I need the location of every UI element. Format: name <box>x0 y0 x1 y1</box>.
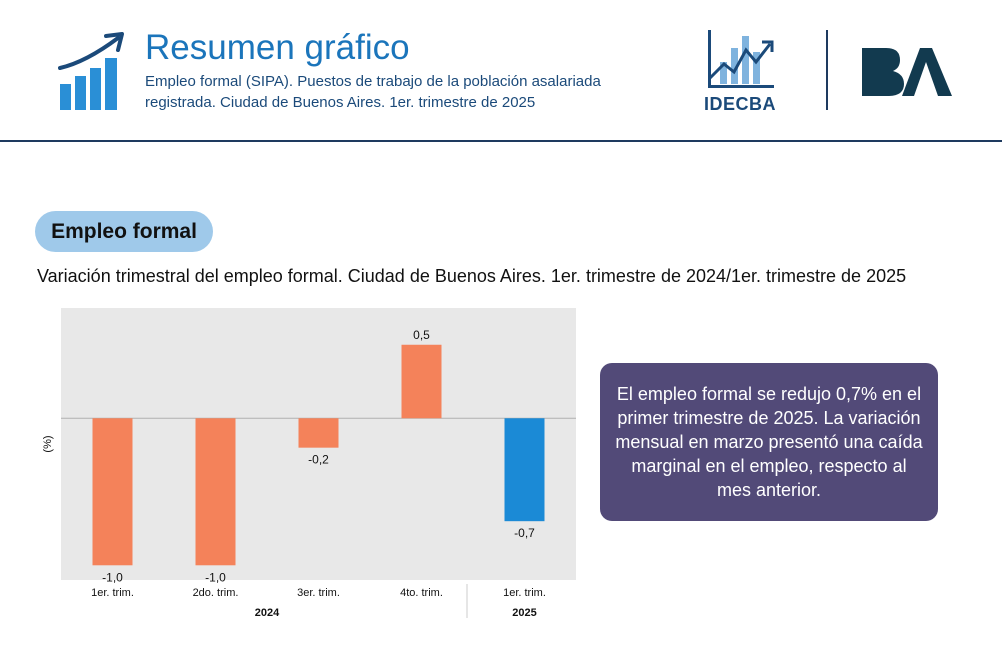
bar-chart-growth-icon <box>58 32 124 110</box>
bar <box>401 344 442 419</box>
x-tick-label: 3er. trim. <box>297 587 340 599</box>
bar-chart: -1,0 1er. trim. -1,0 2do. trim. -0,2 3er. tri… <box>42 308 576 619</box>
x-tick-label: 1er. trim. <box>91 587 134 599</box>
x-tick-label: 1er. trim. <box>503 587 546 599</box>
bar <box>92 418 133 566</box>
data-label: -1,0 <box>102 570 123 584</box>
chart-title: Variación trimestral del empleo formal. … <box>37 266 907 286</box>
idecba-logo-icon <box>708 30 774 88</box>
data-label: 0,5 <box>413 328 430 342</box>
data-label: -0,7 <box>514 526 535 540</box>
x-tick-label: 4to. trim. <box>400 587 443 599</box>
header: Resumen gráfico Empleo formal (SIPA). Pu… <box>0 0 1002 142</box>
y-axis-label: (%) <box>42 435 54 452</box>
x-tick-label: 2do. trim. <box>193 587 239 599</box>
header-rule <box>0 140 1002 142</box>
header-divider <box>826 30 828 110</box>
section-label: Empleo formal <box>35 211 213 252</box>
summary-box: El empleo formal se redujo 0,7% en el pr… <box>600 363 938 521</box>
bar <box>504 418 545 522</box>
data-label: -0,2 <box>308 453 329 467</box>
idecba-logo-text: IDECBA <box>704 94 777 114</box>
bar <box>298 418 339 448</box>
ba-logo-icon <box>862 48 952 96</box>
data-label: -1,0 <box>205 570 226 584</box>
group-label: 2025 <box>512 607 536 619</box>
group-label: 2024 <box>255 607 280 619</box>
page-subtitle: Empleo formal (SIPA). Puestos de trabajo… <box>145 73 601 111</box>
page-title: Resumen gráfico <box>145 28 410 67</box>
bar <box>195 418 236 566</box>
